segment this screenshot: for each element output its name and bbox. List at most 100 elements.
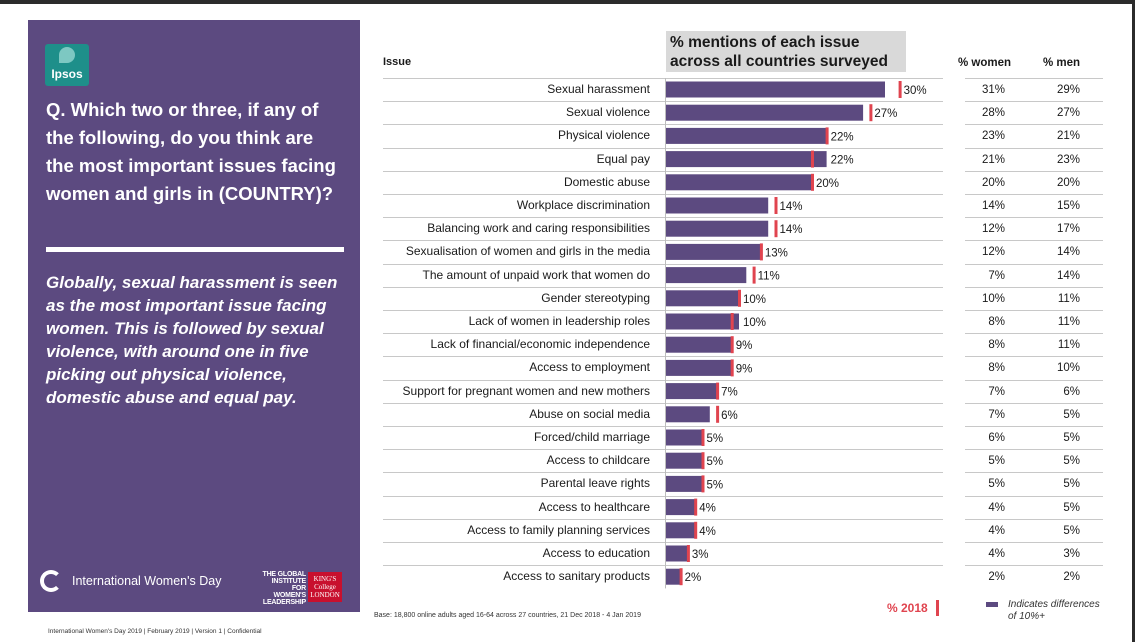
table-row: Access to employment 8% 10%: [383, 356, 1103, 379]
bar-value-label: 5%: [707, 433, 724, 445]
marker-2018: [774, 220, 778, 238]
row-divider: [383, 379, 943, 381]
bar: [666, 220, 769, 237]
women-value: 5%: [988, 455, 1005, 468]
women-value: 12%: [981, 223, 1005, 236]
table-row: Sexualisation of women and girls in the …: [383, 240, 1103, 263]
bar: [666, 383, 718, 400]
marker-2018: [730, 359, 734, 377]
bar-value-label: 9%: [736, 340, 753, 352]
table-row: Domestic abuse 20% 20%: [383, 170, 1103, 194]
table-row: Support for pregnant women and new mothe…: [383, 379, 1103, 403]
men-value: 11%: [1057, 292, 1080, 305]
men-value: 6%: [1063, 385, 1080, 398]
bar-value-label: 5%: [707, 456, 724, 468]
issue-label: Support for pregnant women and new mothe…: [402, 383, 650, 398]
bar: [666, 499, 696, 516]
issue-column-header: Issue: [383, 56, 412, 68]
men-column-header: % men: [1043, 57, 1081, 69]
base-note: Base: 18,800 online adults aged 16-64 ac…: [374, 612, 641, 619]
women-value: 7%: [988, 385, 1005, 398]
row-divider: [965, 402, 1103, 404]
table-row: Access to education 4% 3%: [383, 542, 1103, 565]
bar-value-label: 9%: [736, 363, 753, 375]
row-divider: [965, 78, 1103, 79]
marker-2018: [694, 498, 698, 516]
row-divider: [383, 194, 943, 195]
marker-2018: [774, 197, 778, 214]
key-finding-summary: Globally, sexual harassment is seen as t…: [46, 273, 338, 407]
bar-value-label: 10%: [743, 294, 766, 306]
bar: [666, 359, 732, 376]
legend-differences-label: Indicates differences of 10%+: [1008, 599, 1100, 622]
men-value: 29%: [1056, 84, 1080, 96]
women-value: 5%: [988, 478, 1005, 491]
bar-value-label: 14%: [780, 224, 803, 236]
bar-value-label: 11%: [758, 271, 780, 283]
bar: [666, 290, 739, 307]
bar-value-label: 22%: [831, 131, 854, 143]
table-row: Parental leave rights 5% 5%: [383, 472, 1103, 495]
bar: [666, 174, 812, 191]
row-divider: [965, 170, 1103, 172]
row-divider: [383, 356, 943, 358]
row-divider: [965, 217, 1103, 219]
iwd-circle-icon: [40, 570, 62, 592]
row-divider: [383, 124, 943, 126]
frame-top-border: [0, 0, 1135, 4]
men-value: 20%: [1056, 176, 1080, 189]
women-value: 4%: [988, 524, 1005, 537]
row-divider: [965, 518, 1103, 520]
row-divider: [383, 147, 943, 149]
men-value: 23%: [1056, 153, 1080, 166]
chart-title: % mentions of each issue across all coun…: [666, 31, 906, 72]
row-divider: [965, 333, 1103, 335]
row-divider: [965, 194, 1103, 195]
issue-label: Forced/child marriage: [533, 430, 650, 444]
women-value: 31%: [981, 84, 1005, 96]
row-divider: [965, 101, 1103, 103]
table-row: Gender stereotyping 10% 11%: [383, 286, 1103, 310]
bar-value-label: 6%: [721, 410, 738, 422]
women-value: 21%: [981, 153, 1005, 166]
marker-2018: [869, 104, 873, 122]
women-value: 14%: [981, 200, 1005, 212]
bar: [666, 336, 732, 353]
issue-label: Parental leave rights: [540, 476, 650, 491]
women-value: 20%: [981, 176, 1005, 189]
men-value: 14%: [1056, 246, 1080, 259]
issue-label: Access to sanitary products: [503, 569, 650, 584]
men-value: 5%: [1063, 408, 1080, 421]
issue-label: Workplace discrimination: [516, 198, 650, 212]
row-divider: [383, 402, 943, 404]
issue-label: Balancing work and caring responsibiliti…: [427, 221, 650, 236]
women-value: 6%: [988, 432, 1005, 444]
legend-2018-label: % 2018: [887, 601, 928, 615]
women-column-header: % women: [958, 57, 1012, 69]
issue-label: Access to education: [542, 546, 650, 560]
marker-2018: [716, 405, 720, 423]
row-divider: [965, 379, 1103, 381]
legend-differences: Indicates differences of 10%+: [986, 599, 1108, 623]
table-row: The amount of unpaid work that women do 7…: [383, 263, 1103, 287]
women-value: 8%: [988, 362, 1005, 375]
table-row: Sexual harassment 31% 29%: [383, 78, 1103, 101]
row-divider: [383, 170, 943, 172]
row-divider: [383, 542, 943, 543]
table-row: Forced/child marriage 6% 5%: [383, 426, 1103, 449]
mentions-bar-chart: 30% 27% 22% 22% 20% 14% 14% 13% 11% 10% 10% 9% 9% 7% 6…: [665, 78, 927, 589]
men-value: 14%: [1056, 269, 1080, 282]
row-divider: [965, 472, 1103, 474]
row-divider: [965, 263, 1103, 265]
bar: [666, 522, 696, 539]
table-row: Access to sanitary products 2% 2%: [383, 565, 1103, 588]
frame-right-border: [1132, 0, 1135, 642]
table-row: Sexual violence 28% 27%: [383, 101, 1103, 124]
bar: [666, 313, 739, 330]
row-divider: [383, 472, 943, 474]
bar: [666, 406, 710, 423]
men-value: 27%: [1056, 107, 1080, 120]
women-value: 4%: [988, 501, 1005, 514]
marker-2018: [898, 81, 902, 98]
marker-2018: [701, 429, 705, 446]
